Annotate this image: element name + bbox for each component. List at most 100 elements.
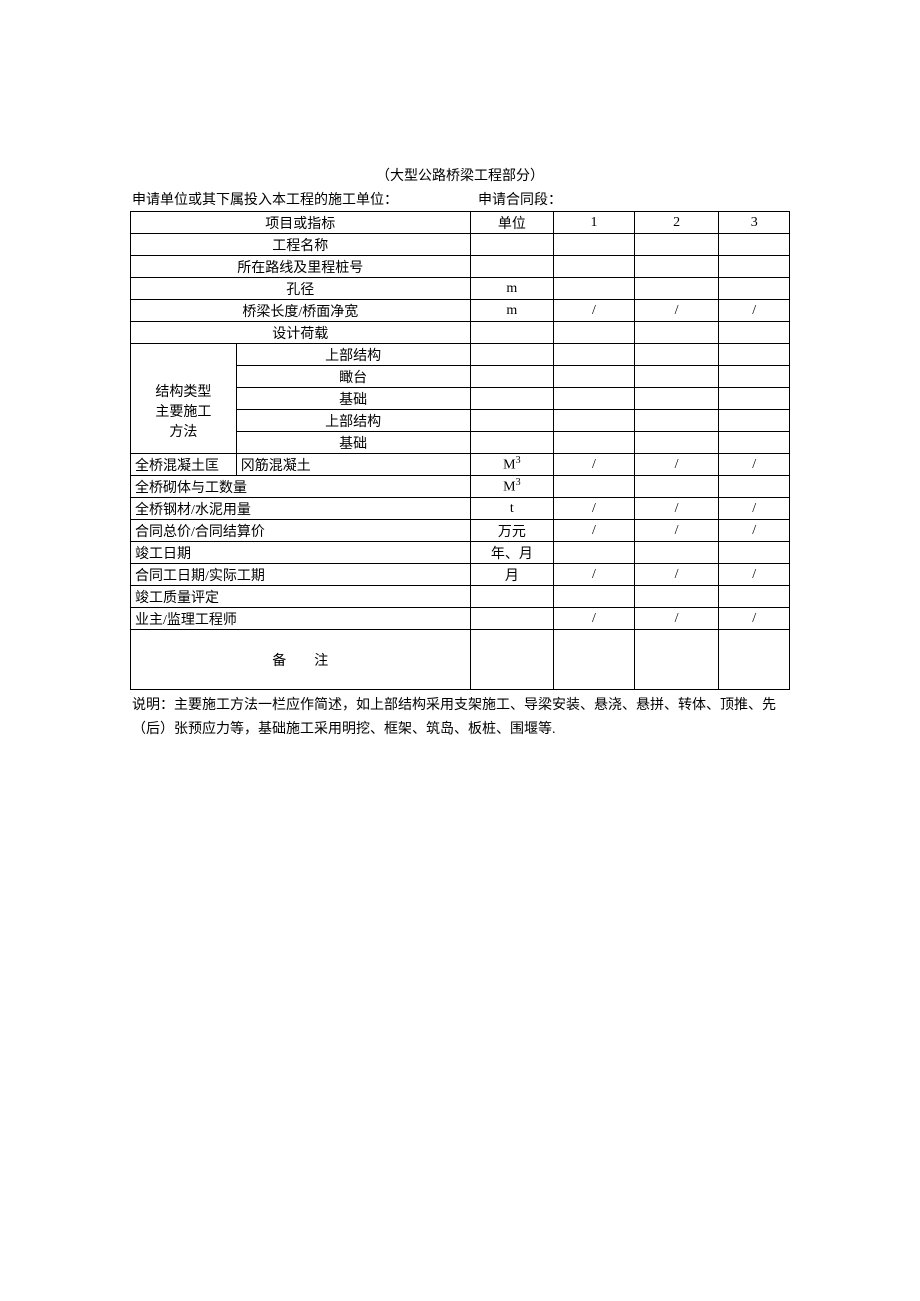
- table-row: 所在路线及里程桩号: [131, 256, 790, 278]
- cell-value: /: [554, 300, 635, 322]
- row-label: 桥梁长度/桥面净宽: [131, 300, 471, 322]
- cell-unit: 万元: [470, 520, 554, 542]
- cell-value: [554, 476, 635, 498]
- cell-value: [719, 586, 790, 608]
- cell-value: /: [554, 520, 635, 542]
- col-header-indicator: 项目或指标: [131, 212, 471, 234]
- cell-unit: [470, 410, 554, 432]
- row-label: 全桥砌体与工数量: [131, 476, 471, 498]
- table-row: 工程名称: [131, 234, 790, 256]
- cell-value: /: [719, 564, 790, 586]
- sub-label: 上部结构: [236, 344, 470, 366]
- table-row: 竣工质量评定: [131, 586, 790, 608]
- cell-value: /: [634, 608, 719, 630]
- cell-value: [719, 388, 790, 410]
- table-row: 合同工日期/实际工期 月 / / /: [131, 564, 790, 586]
- remarks-label-text: 备注: [244, 654, 356, 669]
- table-header-row: 项目或指标 单位 1 2 3: [131, 212, 790, 234]
- cell-value: /: [554, 564, 635, 586]
- cell-value: [554, 630, 635, 690]
- cell-value: [554, 344, 635, 366]
- table-row: 业主/监理工程师 / / /: [131, 608, 790, 630]
- cell-value: [634, 432, 719, 454]
- row-label: 竣工日期: [131, 542, 471, 564]
- cell-value: [634, 542, 719, 564]
- sub-label: 基础: [236, 432, 470, 454]
- row-label: 孔径: [131, 278, 471, 300]
- table-row: 桥梁长度/桥面净宽 m / / /: [131, 300, 790, 322]
- cell-value: [634, 256, 719, 278]
- cell-value: [554, 234, 635, 256]
- cell-unit: t: [470, 498, 554, 520]
- cell-value: [719, 410, 790, 432]
- cell-unit: [470, 366, 554, 388]
- row-label: 合同总价/合同结算价: [131, 520, 471, 542]
- cell-value: [554, 432, 635, 454]
- cell-value: [719, 432, 790, 454]
- cell-value: [634, 366, 719, 388]
- cell-unit: [470, 608, 554, 630]
- cell-value: [554, 278, 635, 300]
- cell-value: [719, 630, 790, 690]
- cell-value: /: [634, 520, 719, 542]
- cell-unit: [470, 322, 554, 344]
- cell-unit: M3: [470, 454, 554, 476]
- cell-value: [719, 322, 790, 344]
- cell-value: [634, 586, 719, 608]
- group-label-structure-type: 结构类型: [135, 381, 232, 401]
- row-label: 竣工质量评定: [131, 586, 471, 608]
- footer-note: 说明：主要施工方法一栏应作简述，如上部结构采用支架施工、导梁安装、悬浇、悬拼、转…: [130, 694, 790, 742]
- cell-unit: 月: [470, 564, 554, 586]
- cell-unit: m: [470, 300, 554, 322]
- col-header-unit: 单位: [470, 212, 554, 234]
- row-label-b: 冈筋混凝土: [236, 454, 470, 476]
- cell-value: [554, 542, 635, 564]
- cell-value: /: [719, 300, 790, 322]
- cell-unit: [470, 630, 554, 690]
- cell-value: [554, 366, 635, 388]
- col-header-2: 2: [634, 212, 719, 234]
- row-label-a: 全桥混凝土匡: [131, 454, 237, 476]
- table-row-remarks: 备注: [131, 630, 790, 690]
- cell-value: [634, 344, 719, 366]
- cell-value: /: [634, 300, 719, 322]
- table-row: 全桥砌体与工数量 M3: [131, 476, 790, 498]
- cell-value: /: [554, 454, 635, 476]
- cell-value: [719, 366, 790, 388]
- cell-value: [719, 256, 790, 278]
- cell-value: [634, 410, 719, 432]
- header-applicant-label: 申请单位或其下属投入本工程的施工单位：: [130, 189, 398, 209]
- row-label: 业主/监理工程师: [131, 608, 471, 630]
- header-row: 申请单位或其下属投入本工程的施工单位： 申请合同段：: [130, 189, 790, 209]
- row-label: 所在路线及里程桩号: [131, 256, 471, 278]
- cell-value: [634, 388, 719, 410]
- cell-unit: [470, 388, 554, 410]
- header-contract-label: 申请合同段：: [478, 189, 562, 209]
- sub-label: 基础: [236, 388, 470, 410]
- cell-value: [554, 410, 635, 432]
- group-label-method: 方法: [135, 421, 232, 441]
- cell-value: [634, 476, 719, 498]
- sub-label: 瞰台: [236, 366, 470, 388]
- cell-value: [719, 542, 790, 564]
- cell-unit: [470, 432, 554, 454]
- cell-value: /: [719, 454, 790, 476]
- col-header-3: 3: [719, 212, 790, 234]
- table-row: 合同总价/合同结算价 万元 / / /: [131, 520, 790, 542]
- table-row: 全桥钢材/水泥用量 t / / /: [131, 498, 790, 520]
- remarks-label: 备注: [131, 630, 471, 690]
- cell-unit: [470, 234, 554, 256]
- cell-value: /: [634, 498, 719, 520]
- cell-value: /: [554, 608, 635, 630]
- cell-value: /: [634, 454, 719, 476]
- table-row: 设计荷载: [131, 322, 790, 344]
- sub-label: 上部结构: [236, 410, 470, 432]
- row-label: 工程名称: [131, 234, 471, 256]
- cell-value: [634, 322, 719, 344]
- group-label-main-construct: 主要施工: [135, 401, 232, 421]
- table-row: 结构类型 主要施工 方法 上部结构: [131, 344, 790, 366]
- cell-value: /: [719, 498, 790, 520]
- cell-unit: [470, 586, 554, 608]
- table-row: 竣工日期 年、月: [131, 542, 790, 564]
- cell-value: [554, 388, 635, 410]
